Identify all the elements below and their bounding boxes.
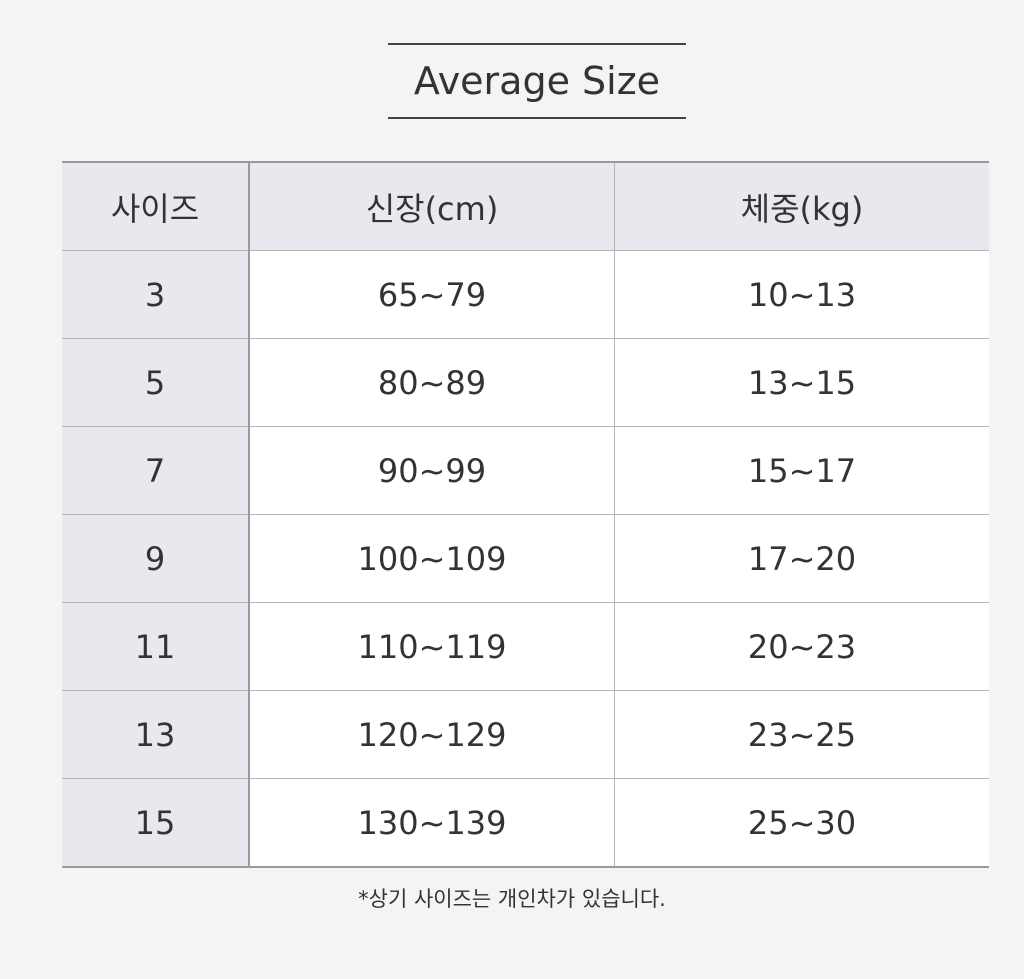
cell-size: 9	[62, 514, 250, 603]
size-table: 사이즈 신장(cm) 체중(kg) 3 65~79 10~13 5 80~89 13~15…	[62, 161, 989, 868]
table-row: 13 120~129 23~25	[62, 690, 989, 779]
cell-height: 120~129	[249, 690, 615, 779]
cell-weight: 23~25	[614, 690, 989, 779]
cell-height: 100~109	[249, 514, 615, 603]
table-row: 3 65~79 10~13	[62, 250, 989, 339]
table-row: 9 100~109 17~20	[62, 514, 989, 603]
cell-size: 7	[62, 426, 250, 515]
page-title: Average Size	[413, 59, 661, 103]
table-row: 15 130~139 25~30	[62, 778, 989, 867]
cell-size: 5	[62, 338, 250, 427]
cell-weight: 25~30	[614, 778, 989, 867]
cell-size: 13	[62, 690, 250, 779]
size-note: *상기 사이즈는 개인차가 있습니다.	[358, 887, 666, 911]
table-row: 7 90~99 15~17	[62, 426, 989, 515]
cell-weight: 20~23	[614, 602, 989, 691]
cell-height: 80~89	[249, 338, 615, 427]
table-row: 5 80~89 13~15	[62, 338, 989, 427]
header-height: 신장(cm)	[249, 162, 615, 251]
cell-size: 3	[62, 250, 250, 339]
cell-height: 130~139	[249, 778, 615, 867]
cell-size: 15	[62, 778, 250, 867]
header-weight: 체중(kg)	[614, 162, 989, 251]
table-header-row: 사이즈 신장(cm) 체중(kg)	[62, 162, 989, 251]
cell-size: 11	[62, 602, 250, 691]
cell-weight: 13~15	[614, 338, 989, 427]
title-box: Average Size	[388, 43, 686, 119]
cell-height: 110~119	[249, 602, 615, 691]
cell-height: 90~99	[249, 426, 615, 515]
cell-weight: 17~20	[614, 514, 989, 603]
cell-height: 65~79	[249, 250, 615, 339]
table-row: 11 110~119 20~23	[62, 602, 989, 691]
cell-weight: 10~13	[614, 250, 989, 339]
cell-weight: 15~17	[614, 426, 989, 515]
header-size: 사이즈	[62, 162, 250, 251]
